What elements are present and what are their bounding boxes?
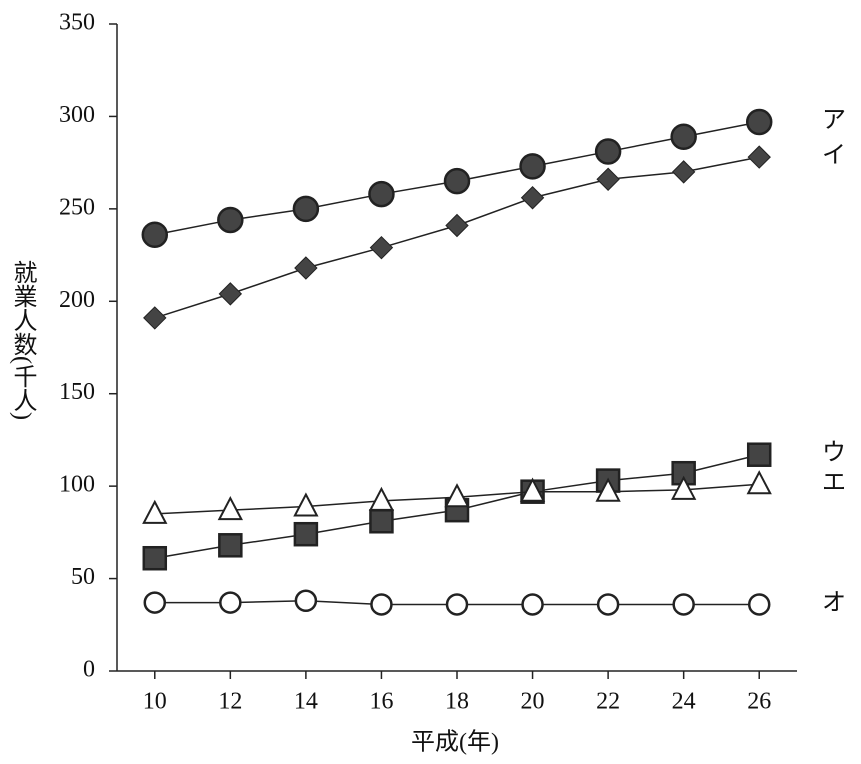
series-label: ア	[822, 107, 846, 133]
point	[596, 167, 620, 191]
point	[293, 521, 319, 547]
point	[142, 545, 168, 571]
point	[595, 477, 621, 502]
y-tick-label: 200	[59, 287, 95, 313]
point	[292, 195, 320, 223]
point	[746, 470, 772, 495]
x-tick-label: 22	[596, 689, 620, 715]
point	[293, 492, 319, 517]
point	[219, 591, 242, 614]
point	[217, 496, 243, 521]
y-tick-label: 300	[59, 102, 95, 128]
x-axis-label: 平成(年)	[411, 729, 499, 756]
x-tick-label: 12	[218, 689, 242, 715]
y-tick-label: 0	[83, 657, 95, 683]
point	[671, 475, 697, 500]
point	[142, 499, 168, 524]
point	[369, 235, 394, 260]
point	[368, 180, 395, 208]
y-tick-label: 350	[59, 10, 95, 36]
point	[368, 486, 395, 511]
point	[519, 153, 546, 180]
x-tick-label: 20	[521, 689, 545, 715]
x-tick-label: 10	[143, 689, 167, 715]
series-label: イ	[822, 143, 846, 169]
point	[370, 593, 393, 616]
x-tick-label: 26	[747, 689, 771, 715]
point	[294, 256, 318, 280]
x-tick-label: 18	[445, 689, 469, 715]
point	[217, 206, 244, 234]
point	[294, 589, 318, 613]
point	[519, 477, 546, 502]
point	[141, 221, 169, 248]
point	[143, 591, 167, 614]
y-tick-label: 250	[59, 194, 95, 220]
point	[747, 145, 771, 169]
x-tick-label: 16	[369, 689, 393, 715]
point	[218, 282, 243, 306]
x-tick-label: 14	[294, 689, 318, 715]
point	[745, 108, 773, 136]
y-axis-label: 就業人数(千人)	[9, 260, 37, 420]
y-tick-label: 50	[71, 564, 95, 590]
point	[143, 306, 167, 330]
point	[672, 593, 695, 616]
point	[445, 213, 469, 238]
series-label: エ	[822, 470, 846, 496]
point	[594, 138, 622, 165]
point	[670, 123, 697, 151]
y-tick-label: 100	[59, 472, 95, 498]
y-tick-label: 150	[59, 379, 95, 405]
point	[596, 593, 620, 616]
point	[443, 167, 471, 195]
point	[445, 593, 469, 616]
point	[218, 533, 243, 558]
point	[747, 593, 771, 616]
series-label: ウ	[822, 440, 846, 466]
series-label: オ	[822, 590, 846, 616]
point	[521, 593, 544, 616]
point	[746, 442, 772, 467]
point	[369, 509, 394, 534]
x-tick-label: 24	[672, 689, 696, 715]
point	[444, 483, 470, 508]
point	[671, 160, 696, 184]
point	[520, 186, 545, 210]
